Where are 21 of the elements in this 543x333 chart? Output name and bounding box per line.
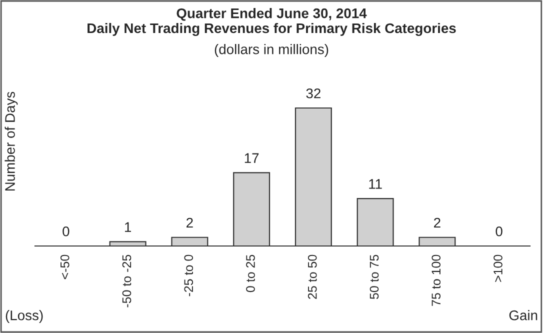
data-label: 0 [496,226,502,236]
text: (Loss) [6,310,43,323]
data-label: 17 [244,153,259,163]
data-label: 32 [306,88,320,98]
text: Gain [509,310,538,320]
data-label: 11 [369,179,382,189]
x-tick-label: <-50 [60,254,70,280]
x-tick-label: 25 to 50 [308,254,317,299]
x-tick-label: >100 [494,254,502,282]
data-label: 1 [125,222,131,232]
x-tick-label: 50 to 75 [370,254,379,300]
chart-subtitle: (dollars in millions) [214,44,328,57]
chart-title: Quarter Ended June 30, 2014 Daily Net Trading Revenues for Primary Risk Categories [88,8,456,36]
x-tick-label: 75 to 100 [432,254,441,306]
data-label: 2 [186,218,193,228]
x-tick-label: -50 to -25 [122,254,132,308]
data-label: 2 [434,218,440,228]
x-tick-label: -25 to 0 [184,254,194,296]
y-axis-title: Number of Days [4,92,18,191]
x-tick-label: 0 to 25 [246,254,255,292]
data-label: 0 [62,226,70,236]
